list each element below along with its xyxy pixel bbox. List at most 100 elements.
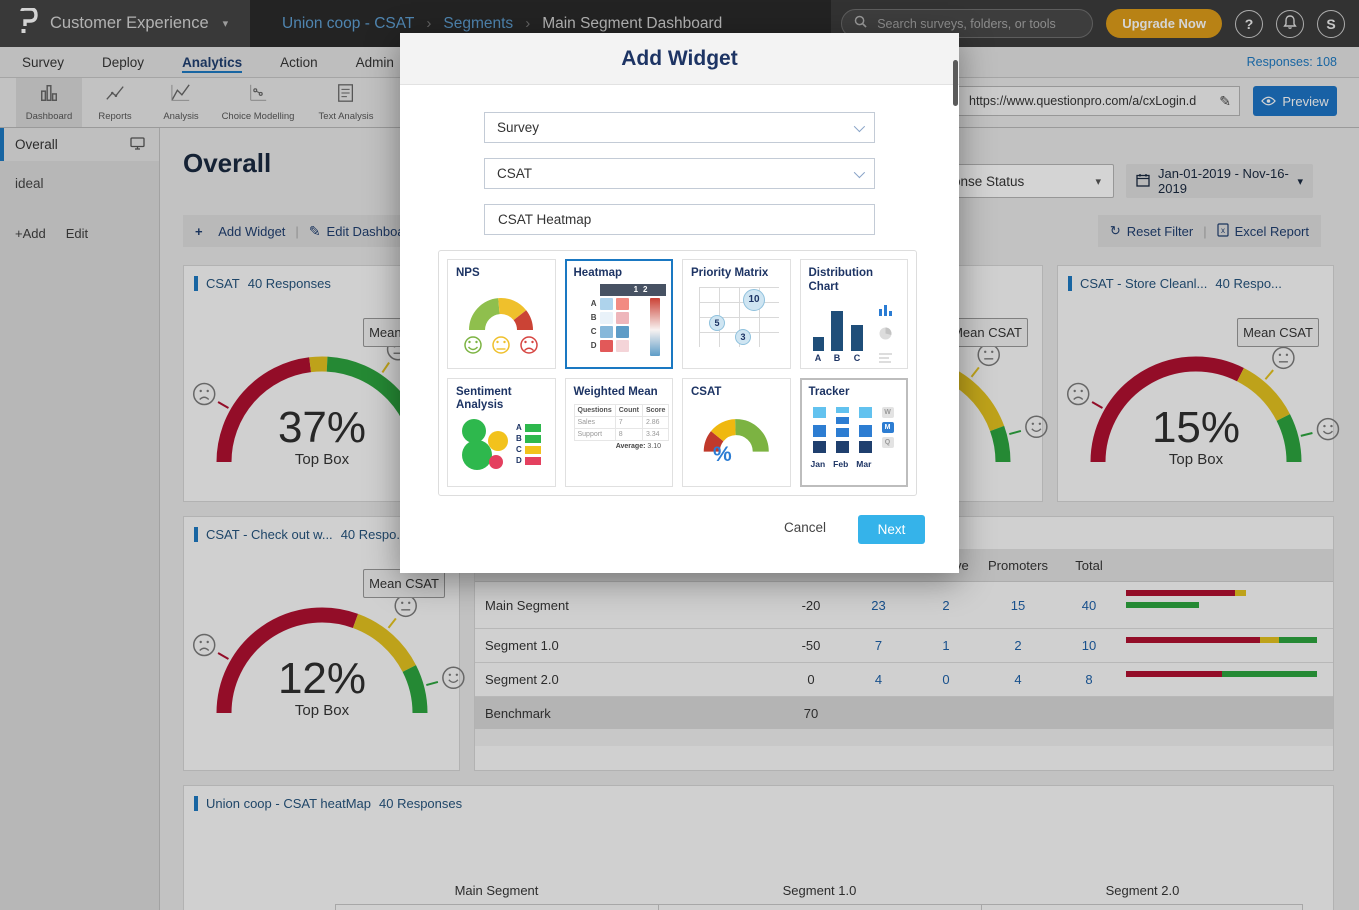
widget-csat-store-gauge: CSAT - Store Cleanl... 40 Respo... Mean C… — [1057, 265, 1339, 502]
date-range-filter[interactable]: Jan-01-2019 - Nov-16-2019 ▾ — [1126, 164, 1313, 198]
table-value-cell: 8 — [1085, 672, 1093, 687]
survey-url-box[interactable]: ✎ — [958, 86, 1240, 116]
mean-csat-button[interactable]: Mean CSAT — [946, 318, 1028, 347]
eye-icon — [1261, 94, 1277, 109]
widget-title: CSAT — [206, 276, 240, 291]
sidebar-item-ideal[interactable]: ideal — [0, 167, 159, 200]
tool-tab-dashboard[interactable]: Dashboard — [16, 78, 82, 127]
excel-report-button[interactable]: x Excel Report — [1216, 222, 1309, 240]
table-row[interactable]: Benchmark 70 — [475, 697, 1333, 730]
mean-csat-button[interactable]: Mean CSAT — [1237, 318, 1319, 347]
tool-tab-choice[interactable]: Choice Modelling — [214, 78, 302, 127]
question-type-select[interactable]: CSAT — [484, 158, 875, 189]
search-input[interactable] — [875, 15, 1081, 32]
heatmap-segment-label: Main Segment — [454, 883, 539, 898]
tool-tab-text[interactable]: Text Analysis — [302, 78, 390, 127]
next-button[interactable]: Next — [858, 515, 925, 544]
notifications-button[interactable] — [1276, 9, 1304, 38]
refresh-icon: ↻ — [1109, 223, 1121, 238]
chevron-down-icon — [853, 166, 866, 178]
tool-tab-reports[interactable]: Reports — [82, 78, 148, 127]
sentiment-legend-row: A — [516, 423, 541, 432]
breadcrumb-segments[interactable]: Segments — [443, 14, 514, 32]
sentiment-legend-row: B — [516, 434, 541, 443]
tab-analytics[interactable]: Analytics — [182, 47, 243, 77]
widget-card-distribution-chart[interactable]: Distribution Chart A B C — [799, 259, 908, 369]
segment-bars-cell — [1122, 582, 1333, 628]
upgrade-now-button[interactable]: Upgrade Now — [1106, 9, 1222, 38]
widget-card-csat[interactable]: CSAT % — [682, 377, 791, 487]
cancel-button[interactable]: Cancel — [778, 519, 832, 536]
tab-action[interactable]: Action — [280, 54, 318, 70]
survey-select-value: Survey — [497, 120, 540, 135]
sidebar-edit-link[interactable]: Edit — [65, 226, 89, 241]
sidebar-item-overall[interactable]: Overall — [0, 128, 159, 161]
breadcrumb-survey[interactable]: Union coop - CSAT — [282, 14, 415, 32]
bar-segment — [1221, 671, 1317, 677]
widget-responses: 40 Responses — [247, 276, 331, 291]
distribution-chart-icon: A B C — [809, 301, 900, 368]
tab-survey[interactable]: Survey — [22, 54, 65, 70]
preview-label: Preview — [1282, 93, 1329, 109]
heatmap-mini-row: D — [588, 339, 665, 352]
tab-deploy[interactable]: Deploy — [102, 54, 145, 70]
heatmap-mini-cell — [599, 339, 613, 352]
filter-actions: ↻ Reset Filter | x Excel Report — [1097, 215, 1321, 247]
monitor-icon — [130, 136, 145, 153]
svg-text:12%: 12% — [277, 654, 365, 703]
reset-filter-button[interactable]: ↻ Reset Filter — [1109, 223, 1194, 239]
tool-tab-analysis[interactable]: Analysis — [148, 78, 214, 127]
nps-faces-icon — [456, 335, 547, 355]
widget-responses: 40 Respo... — [1215, 276, 1282, 291]
tool-tab-label: Analysis — [163, 111, 199, 122]
widget-responses: 40 Respo... — [340, 527, 408, 542]
table-row[interactable]: Segment 2.0 0 4 0 4 8 — [475, 663, 1333, 697]
bar-line — [1126, 590, 1317, 596]
sidebar-actions: +Add Edit — [15, 226, 159, 241]
edit-url-icon[interactable]: ✎ — [1219, 92, 1231, 109]
chevron-down-icon: ▾ — [1297, 175, 1303, 188]
sentiment-legend-row: C — [516, 445, 541, 454]
sidebar-add-link[interactable]: +Add — [15, 226, 46, 241]
widget-card-nps[interactable]: NPS — [447, 259, 556, 369]
help-button[interactable]: ? — [1235, 9, 1263, 38]
widget-card-weighted-mean[interactable]: Weighted Mean Questions Count Score Sales 7… — [564, 377, 673, 487]
widget-responses: 40 Responses — [379, 796, 463, 811]
pencil-icon: ✎ — [308, 222, 321, 239]
table-row[interactable]: Main Segment -20 23 2 15 40 — [475, 582, 1333, 629]
widget-name-input[interactable] — [484, 204, 875, 235]
bell-icon — [1283, 14, 1297, 33]
response-status-filter[interactable]: onse Status ▾ — [940, 164, 1114, 198]
widget-card-priority-matrix[interactable]: Priority Matrix 10 5 3 — [682, 259, 791, 369]
table-value-cell: 70 — [803, 705, 819, 721]
weighted-mean-table-icon: Questions Count Score Sales 7 2.86 Support 8 3… — [573, 404, 670, 442]
segment-name-cell: Benchmark — [485, 705, 551, 721]
preview-button[interactable]: Preview — [1253, 86, 1337, 116]
mean-csat-button[interactable]: Mean CSAT — [363, 569, 445, 598]
edit-dashboard-button[interactable]: ✎ Edit Dashboard — [308, 222, 417, 239]
widget-card-tracker[interactable]: Tracker W M Q Jan Feb Mar — [799, 377, 908, 487]
tracker-month-label: Mar — [856, 459, 872, 470]
brand-block[interactable]: Customer Experience ▾ — [0, 0, 250, 47]
survey-url-input[interactable] — [967, 93, 1220, 109]
heatmap-mini-row: B — [588, 311, 665, 324]
csat-gauge-icon — [691, 403, 782, 455]
survey-select[interactable]: Survey — [484, 112, 875, 143]
table-row[interactable]: Segment 1.0 -50 7 1 2 10 — [475, 629, 1333, 663]
bar-segment — [1126, 590, 1235, 596]
pie-chart-icon — [879, 327, 892, 345]
svg-text:x: x — [1221, 226, 1225, 235]
monthly-calendar-icon: M — [881, 422, 894, 434]
account-avatar[interactable]: S — [1317, 9, 1345, 38]
sentiment-legend-label: B — [516, 434, 522, 444]
sidebar-item-label: Overall — [15, 137, 58, 152]
tool-tab-label: Choice Modelling — [221, 111, 295, 122]
table-value-cell: 4 — [1014, 672, 1022, 687]
svg-text:37%: 37% — [277, 403, 365, 452]
tab-admin[interactable]: Admin — [355, 54, 394, 70]
modal-scrollbar-thumb[interactable] — [953, 60, 958, 106]
tool-tab-label: Dashboard — [25, 111, 73, 122]
add-widget-button[interactable]: + Add Widget — [195, 223, 286, 239]
